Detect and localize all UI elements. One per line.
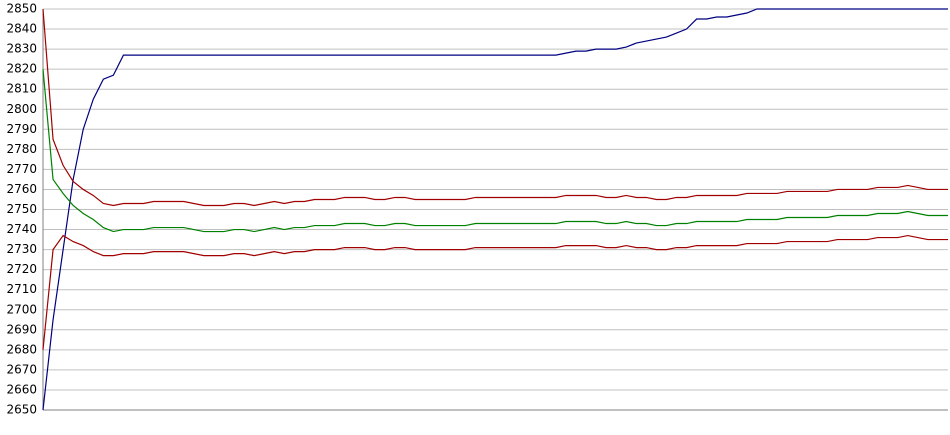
y-tick-label: 2710 xyxy=(6,282,37,296)
y-tick-label: 2800 xyxy=(6,102,37,116)
y-tick-label: 2850 xyxy=(6,2,37,16)
y-tick-label: 2820 xyxy=(6,62,37,76)
line-series xyxy=(42,234,948,350)
y-tick-label: 2750 xyxy=(6,202,37,216)
y-tick-label: 2830 xyxy=(6,42,37,56)
y-tick-label: 2720 xyxy=(6,262,37,276)
y-tick-label: 2770 xyxy=(6,162,37,176)
y-tick-label: 2700 xyxy=(6,302,37,316)
line-series xyxy=(42,8,948,411)
y-tick-label: 2840 xyxy=(6,22,37,36)
y-tick-label: 2780 xyxy=(6,142,37,156)
y-tick-label: 2690 xyxy=(6,322,37,336)
y-tick-label: 2670 xyxy=(6,362,37,376)
y-tick-label: 2790 xyxy=(6,122,37,136)
y-tick-label: 2740 xyxy=(6,222,37,236)
y-tick-label: 2680 xyxy=(6,342,37,356)
line-series xyxy=(42,8,948,207)
y-tick-label: 2730 xyxy=(6,242,37,256)
y-tick-label: 2760 xyxy=(6,182,37,196)
y-tick-label: 2810 xyxy=(6,82,37,96)
y-tick-label: 2660 xyxy=(6,382,37,396)
y-tick-label: 2650 xyxy=(6,403,37,417)
line-series xyxy=(42,69,948,233)
